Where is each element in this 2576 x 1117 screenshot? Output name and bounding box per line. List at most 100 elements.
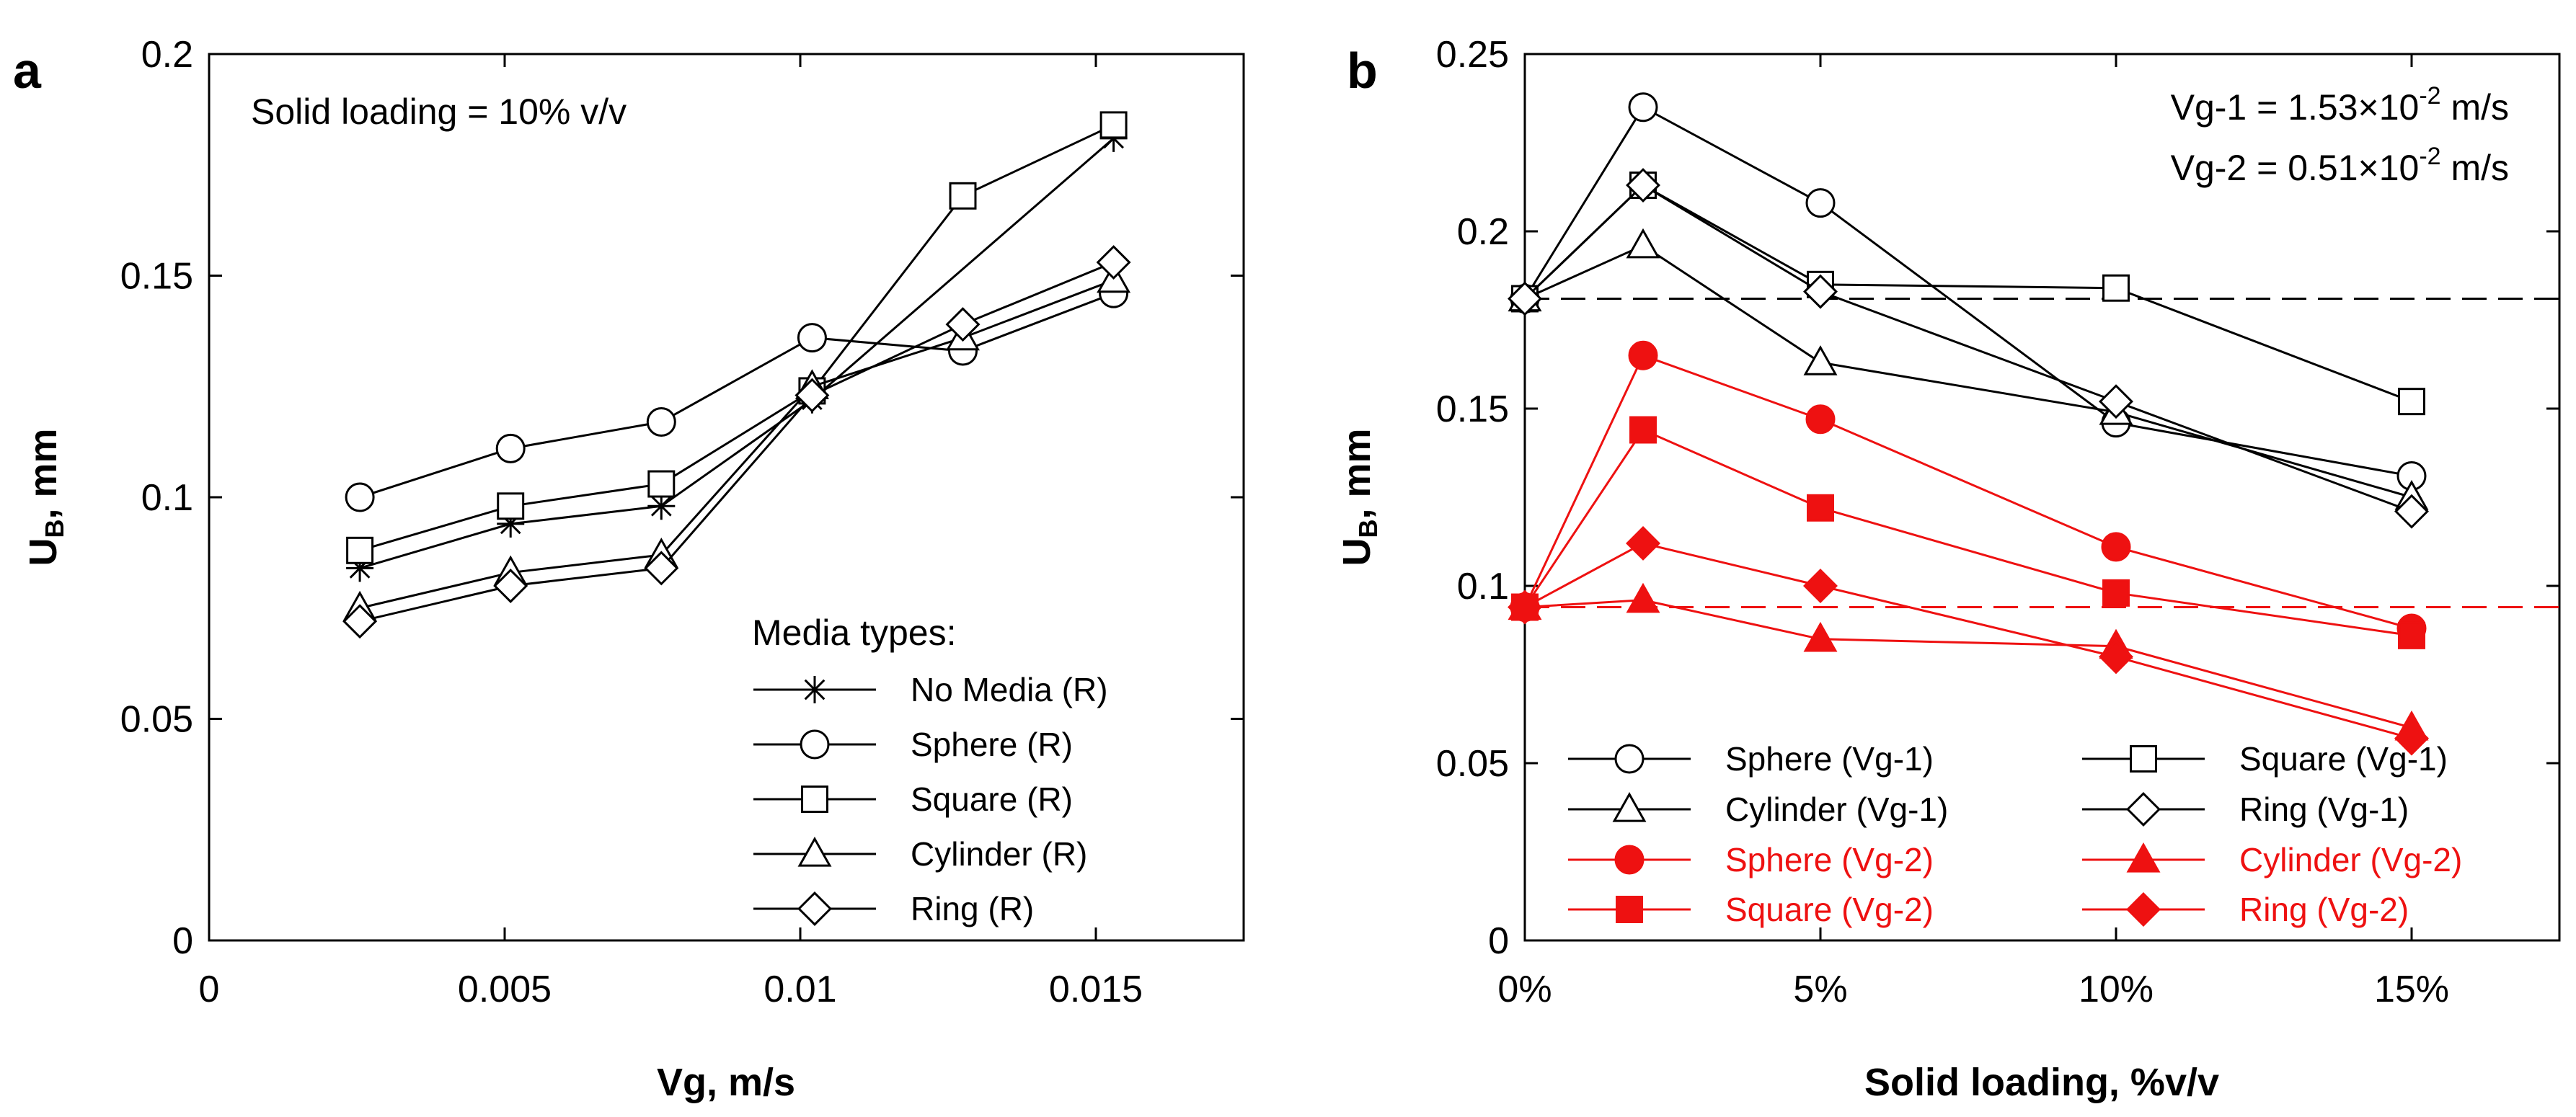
panel-b-point-square-vg-2 xyxy=(2398,621,2425,649)
panel-a-legend-entry-square-r: Square (R) xyxy=(753,780,1073,818)
panel-b-legend-marker-sphere-vg-2 xyxy=(1614,845,1645,875)
panel-a-y-tick-label: 0.05 xyxy=(120,699,193,741)
panel-b-annotation-vg2: Vg-2 = 0.51×10-2 m/s xyxy=(2171,143,2509,188)
panel-b-legend-entry-cylinder-vg-2: Cylinder (Vg-2) xyxy=(2082,841,2462,878)
panel-a-legend-entry-ring-r: Ring (R) xyxy=(753,890,1034,927)
panel-b-line-cylinder-vg-1 xyxy=(1524,244,2412,499)
panel-b-point-cylinder-vg-2 xyxy=(1803,621,1838,652)
panel-b-point-ring-vg-1 xyxy=(2099,384,2133,419)
panel-a-point-ring-r xyxy=(795,378,830,413)
panel-b-ticks: 0% 5% 10% 15% 0 0.05 0.1 0.15 0.2 0.25 xyxy=(1436,34,2559,1010)
panel-b-legend: Sphere (Vg-1) Square (Vg-1) Cylinder (Vg-1… xyxy=(1568,740,2462,928)
panel-b-legend-marker-ring-vg-1 xyxy=(2126,792,2161,827)
panel-a-legend-label-cylinder-r: Cylinder (R) xyxy=(911,835,1087,873)
panel-b-legend-marker-ring-vg-2 xyxy=(2126,892,2161,927)
panel-b-legend-entry-cylinder-vg-1: Cylinder (Vg-1) xyxy=(1568,791,1948,828)
panel-b-y-axis-label: UB, mm xyxy=(1335,428,1383,566)
panel-a-legend-marker-ring-r xyxy=(797,891,832,926)
panel-b-point-ring-vg-2 xyxy=(2099,639,2133,675)
panel-b-legend-label-ring-vg-1: Ring (Vg-1) xyxy=(2239,791,2409,828)
panel-a-line-no-media-r xyxy=(359,137,1115,569)
panel-a-annotation: Solid loading = 10% v/v xyxy=(251,92,627,132)
panel-b-point-square-vg-1 xyxy=(2102,274,2130,302)
panel-a-y-tick-label: 0.2 xyxy=(141,34,193,76)
panel-a-series xyxy=(342,111,1131,639)
panel-a-y-tick-label: 0.15 xyxy=(120,256,193,298)
panel-b-x-tick-label: 0% xyxy=(1497,969,1552,1010)
panel-b-x-axis-label: Solid loading, %v/v xyxy=(1864,1061,2219,1104)
panel-a-series-ring-r xyxy=(342,245,1131,639)
panel-b-legend-marker-square-vg-2 xyxy=(1616,896,1643,923)
panel-a-x-axis-label: Vg, m/s xyxy=(657,1061,795,1104)
panel-a-line-sphere-r xyxy=(359,292,1115,499)
panel-b-legend-label-cylinder-vg-2: Cylinder (Vg-2) xyxy=(2239,841,2462,878)
panel-a-x-tick-label: 0.005 xyxy=(458,969,552,1010)
panel-a-legend-entry-cylinder-r: Cylinder (R) xyxy=(753,835,1087,873)
panel-a-point-square-r xyxy=(346,536,374,564)
panel-a-legend-label-square-r: Square (R) xyxy=(911,780,1073,818)
panel-a-legend-entry-no-media-r: No Media (R) xyxy=(753,671,1108,708)
panel-b-line-sphere-vg-2 xyxy=(1523,354,2412,630)
panel-b-legend-entry-ring-vg-1: Ring (Vg-1) xyxy=(2082,791,2409,828)
panel-b-legend-marker-cylinder-vg-2 xyxy=(2126,842,2161,873)
panel-a-legend-marker-square-r xyxy=(801,786,828,813)
panel-b-legend-marker-square-vg-1 xyxy=(2130,745,2157,773)
panel-a-y-tick-label: 0 xyxy=(172,920,193,962)
panel-b-y-tick-label: 0.25 xyxy=(1436,34,1509,76)
panel-b-plot-frame xyxy=(1523,53,2561,942)
panel-a-line-square-r xyxy=(359,124,1115,552)
panel-b-line-ring-vg-1 xyxy=(1523,184,2412,513)
panel-b-legend-label-ring-vg-2: Ring (Vg-2) xyxy=(2239,891,2409,928)
panel-b-point-cylinder-vg-1 xyxy=(1626,228,1660,259)
panel-a-y-axis-label: UB, mm xyxy=(22,428,69,566)
panel-a-y-tick-label: 0.1 xyxy=(141,477,193,519)
panel-b-y-tick-label: 0.05 xyxy=(1436,743,1509,785)
panel-a-point-square-r xyxy=(497,492,525,520)
panel-a-legend-label-sphere-r: Sphere (R) xyxy=(911,726,1073,763)
panel-a-point-square-r xyxy=(1099,111,1128,139)
panel-b-line-ring-vg-2 xyxy=(1524,542,2412,740)
panel-b-legend-label-cylinder-vg-1: Cylinder (Vg-1) xyxy=(1725,791,1948,828)
panel-a-line-cylinder-r xyxy=(359,279,1115,610)
panel-b-y-tick-label: 0 xyxy=(1488,920,1509,962)
panel-b-point-ring-vg-2 xyxy=(1508,589,1542,625)
panel-b-point-square-vg-2 xyxy=(1629,416,1657,444)
panel-a-legend-label-no-media-r: No Media (R) xyxy=(911,671,1108,708)
panel-b-point-sphere-vg-2 xyxy=(1628,340,1658,370)
panel-b-x-tick-label: 15% xyxy=(2374,969,2449,1010)
panel-a-point-sphere-r xyxy=(797,323,827,353)
panel-a-point-sphere-r xyxy=(345,482,375,512)
panel-b-legend-entry-sphere-vg-2: Sphere (Vg-2) xyxy=(1568,841,1934,878)
panel-b-point-square-vg-2 xyxy=(1807,494,1834,522)
panel-a-legend-marker-no-media-r xyxy=(801,676,828,703)
panel-b-y-tick-label: 0.15 xyxy=(1436,388,1509,430)
panel-a-legend-title: Media types: xyxy=(752,613,956,653)
panel-b-point-square-vg-2 xyxy=(2102,579,2130,607)
panel-b-legend-marker-cylinder-vg-1 xyxy=(1612,792,1647,822)
panel-b-series xyxy=(1508,92,2429,756)
panel-a-series-square-r xyxy=(346,111,1128,564)
panel-a-legend-marker-sphere-r xyxy=(800,729,830,760)
panel-b-point-ring-vg-1 xyxy=(1803,274,1838,309)
panel-b-point-cylinder-vg-2 xyxy=(1626,582,1660,613)
panel-b-x-tick-label: 10% xyxy=(2079,969,2154,1010)
panel-a-point-ring-r xyxy=(1096,245,1131,280)
panel-a-line-ring-r xyxy=(359,261,1115,623)
panel-b-point-sphere-vg-2 xyxy=(1805,404,1836,435)
panel-a-legend-entry-sphere-r: Sphere (R) xyxy=(753,726,1073,763)
panel-b-y-tick-label: 0.2 xyxy=(1457,211,1509,253)
panel-b-legend-label-sphere-vg-2: Sphere (Vg-2) xyxy=(1725,841,1934,878)
panel-b: b Vg-1 = 1.53×10-2 m/s Vg-2 = 0.51×10-2 … xyxy=(1335,34,2561,1104)
panel-b-line-square-vg-1 xyxy=(1523,184,2412,403)
panel-a-point-sphere-r xyxy=(495,433,526,463)
panel-a-x-tick-label: 0.01 xyxy=(763,969,836,1010)
panel-b-legend-marker-sphere-vg-1 xyxy=(1614,744,1645,774)
panel-b-point-ring-vg-1 xyxy=(1626,168,1660,203)
panel-b-legend-label-square-vg-1: Square (Vg-1) xyxy=(2239,740,2448,778)
panel-a-series-no-media-r xyxy=(346,124,1128,582)
panel-b-annotation-vg1: Vg-1 = 1.53×10-2 m/s xyxy=(2171,82,2509,128)
panel-a-point-ring-r xyxy=(342,604,378,639)
panel-b-point-ring-vg-2 xyxy=(1803,569,1838,603)
panel-a-x-tick-label: 0 xyxy=(199,969,220,1010)
